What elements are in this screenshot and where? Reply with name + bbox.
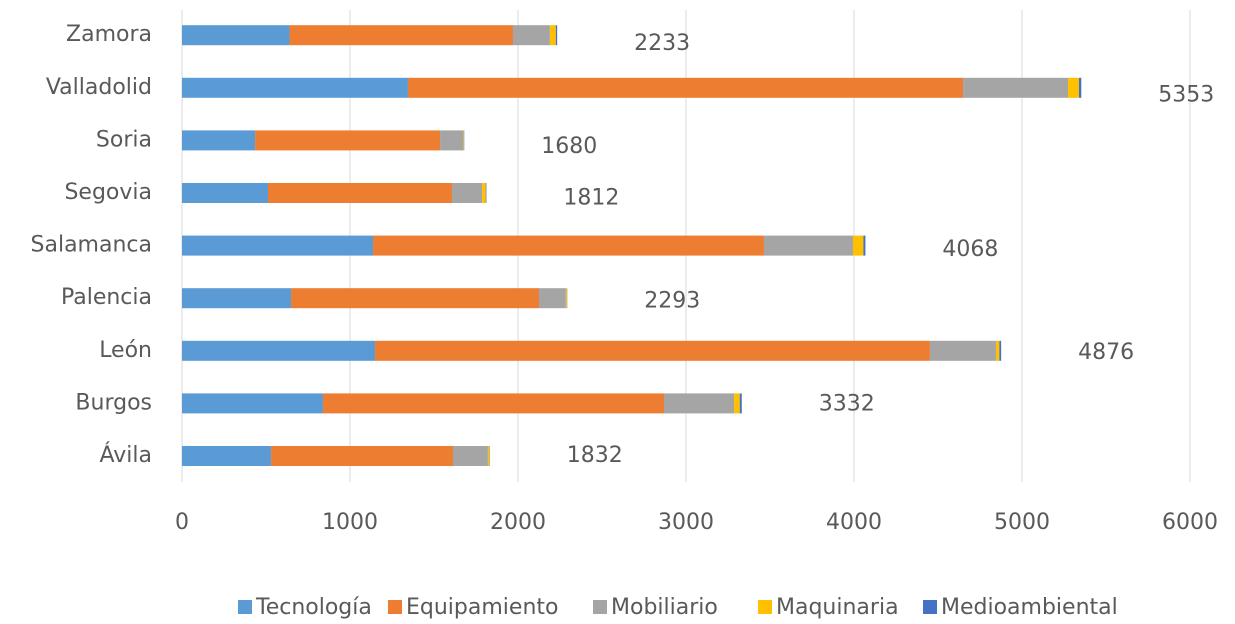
- bar-segment: [182, 77, 408, 98]
- bar-segment: [182, 340, 376, 361]
- x-tick-label: 4000: [826, 510, 882, 535]
- bar-segment: [182, 446, 272, 466]
- bar-segment: [268, 183, 452, 203]
- legend-label: Equipamiento: [406, 595, 558, 620]
- total-label: 4068: [942, 237, 998, 262]
- y-tick-label: Salamanca: [31, 233, 152, 258]
- bar-segment: [182, 25, 290, 46]
- bar-segment: [271, 446, 453, 466]
- bar-segment: [407, 77, 964, 98]
- bar-segment: [995, 340, 1000, 361]
- bar-segment: [463, 130, 465, 151]
- bar-segment: [182, 130, 256, 151]
- legend-swatch: [758, 600, 772, 614]
- y-tick-label: Valladolid: [46, 75, 152, 100]
- bar-segment: [999, 340, 1002, 361]
- y-tick-label: Ávila: [100, 442, 153, 468]
- total-label: 5353: [1158, 83, 1214, 108]
- bar-segment: [734, 393, 740, 414]
- bar-segment: [375, 340, 930, 361]
- bar-segment: [451, 183, 483, 203]
- bar-segment: [1068, 77, 1079, 98]
- bar-segment: [852, 235, 864, 256]
- bar-segment: [182, 235, 374, 256]
- legend-label: Mobiliario: [611, 595, 718, 620]
- x-tick-label: 6000: [1162, 510, 1218, 535]
- legend-swatch: [923, 600, 937, 614]
- bar-segment: [512, 25, 550, 46]
- bar-segment: [289, 25, 513, 46]
- bar-segment: [322, 393, 664, 414]
- total-label: 2293: [644, 289, 700, 314]
- y-tick-label: Zamora: [66, 22, 152, 47]
- bar-segment: [182, 183, 269, 203]
- total-label: 1812: [563, 186, 619, 211]
- bar-segment: [487, 446, 490, 466]
- bar-segment: [182, 393, 323, 414]
- legend-label: Maquinaria: [776, 595, 899, 620]
- bar-segment: [291, 288, 539, 309]
- bar-segment: [539, 288, 566, 309]
- bar-segment: [549, 25, 556, 46]
- bar-segment: [373, 235, 764, 256]
- bar-segment: [182, 288, 292, 309]
- total-label: 1680: [541, 134, 597, 159]
- bar-segment: [482, 183, 486, 203]
- bar-segment: [440, 130, 464, 151]
- y-tick-label: Burgos: [75, 390, 152, 415]
- x-tick-label: 0: [175, 510, 189, 535]
- legend-swatch: [238, 600, 252, 614]
- bar-segment: [255, 130, 441, 151]
- bar-segment: [739, 393, 742, 414]
- bar-segment: [565, 288, 567, 309]
- x-tick-label: 1000: [322, 510, 378, 535]
- y-tick-label: Soria: [96, 127, 152, 152]
- y-tick-label: Segovia: [64, 180, 152, 205]
- y-tick-label: León: [99, 338, 152, 363]
- bar-segment: [452, 446, 488, 466]
- bar-segment: [1078, 77, 1082, 98]
- x-tick-label: 3000: [658, 510, 714, 535]
- total-label: 2233: [634, 31, 690, 56]
- bar-segment: [663, 393, 735, 414]
- legend-swatch: [388, 600, 402, 614]
- x-tick-label: 5000: [994, 510, 1050, 535]
- bar-segment: [763, 235, 853, 256]
- bar-segment: [929, 340, 996, 361]
- legend-swatch: [593, 600, 607, 614]
- total-label: 1832: [567, 443, 623, 468]
- bar-segment: [555, 25, 558, 46]
- bar-segment: [485, 183, 487, 203]
- bar-segment: [963, 77, 1069, 98]
- bar-segment: [863, 235, 866, 256]
- bar-segment: [463, 130, 464, 151]
- legend-label: Tecnología: [255, 595, 372, 620]
- legend-label: Medioambiental: [941, 595, 1118, 620]
- total-label: 3332: [819, 392, 875, 417]
- x-tick-label: 2000: [490, 510, 546, 535]
- y-tick-label: Palencia: [61, 285, 152, 310]
- total-label: 4876: [1078, 340, 1134, 365]
